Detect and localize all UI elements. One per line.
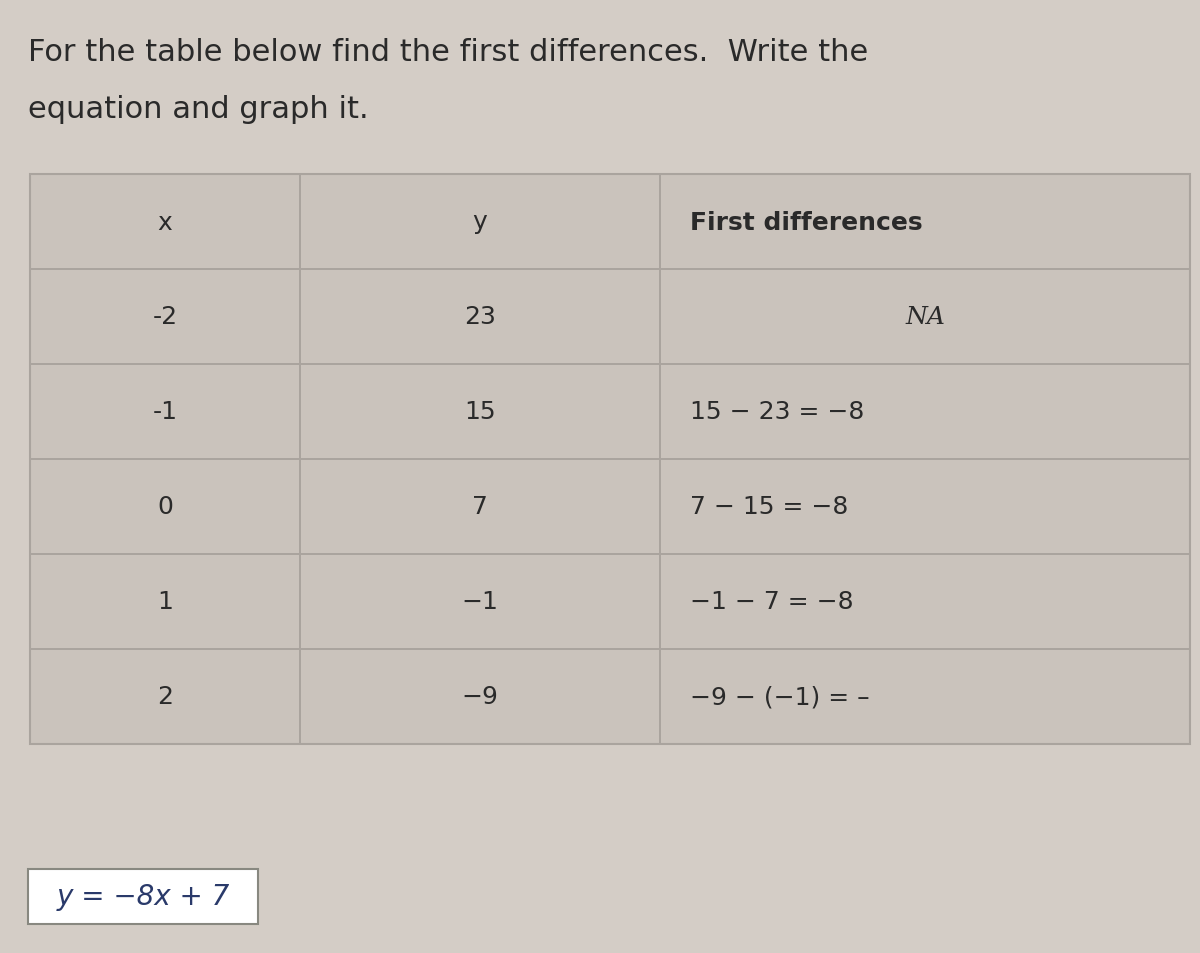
Text: y: y	[473, 211, 487, 234]
Text: −1: −1	[462, 590, 498, 614]
Bar	[660, 459, 1190, 555]
Text: -2: -2	[152, 305, 178, 329]
Text: 7: 7	[472, 495, 488, 519]
Text: x: x	[157, 211, 173, 234]
Text: −1 − 7 = −8: −1 − 7 = −8	[690, 590, 853, 614]
Bar	[30, 174, 300, 270]
Text: 23: 23	[464, 305, 496, 329]
Text: 7 − 15 = −8: 7 − 15 = −8	[690, 495, 848, 519]
Text: 15 − 23 = −8: 15 − 23 = −8	[690, 400, 864, 424]
Bar	[300, 174, 660, 270]
Text: −9 − (−1) = –: −9 − (−1) = –	[690, 685, 870, 709]
Bar	[660, 555, 1190, 649]
Bar	[300, 365, 660, 459]
Bar	[30, 365, 300, 459]
Bar	[30, 174, 1190, 744]
Bar	[30, 459, 300, 555]
Text: equation and graph it.: equation and graph it.	[28, 95, 368, 124]
Text: -1: -1	[152, 400, 178, 424]
Bar	[300, 555, 660, 649]
Text: For the table below find the first differences.  Write the: For the table below find the first diffe…	[28, 38, 869, 67]
Text: 2: 2	[157, 685, 173, 709]
Text: y = −8x + 7: y = −8x + 7	[56, 882, 229, 910]
Bar	[300, 270, 660, 365]
Bar	[300, 649, 660, 744]
Text: 0: 0	[157, 495, 173, 519]
Bar	[28, 869, 258, 924]
Text: 15: 15	[464, 400, 496, 424]
Bar	[660, 174, 1190, 270]
Bar	[660, 365, 1190, 459]
Bar	[300, 459, 660, 555]
Bar	[660, 649, 1190, 744]
Text: −9: −9	[462, 685, 498, 709]
Text: 1: 1	[157, 590, 173, 614]
Bar	[660, 270, 1190, 365]
Bar	[30, 555, 300, 649]
Bar	[30, 270, 300, 365]
Text: First differences: First differences	[690, 211, 923, 234]
Bar	[30, 649, 300, 744]
Text: NA: NA	[905, 306, 944, 329]
